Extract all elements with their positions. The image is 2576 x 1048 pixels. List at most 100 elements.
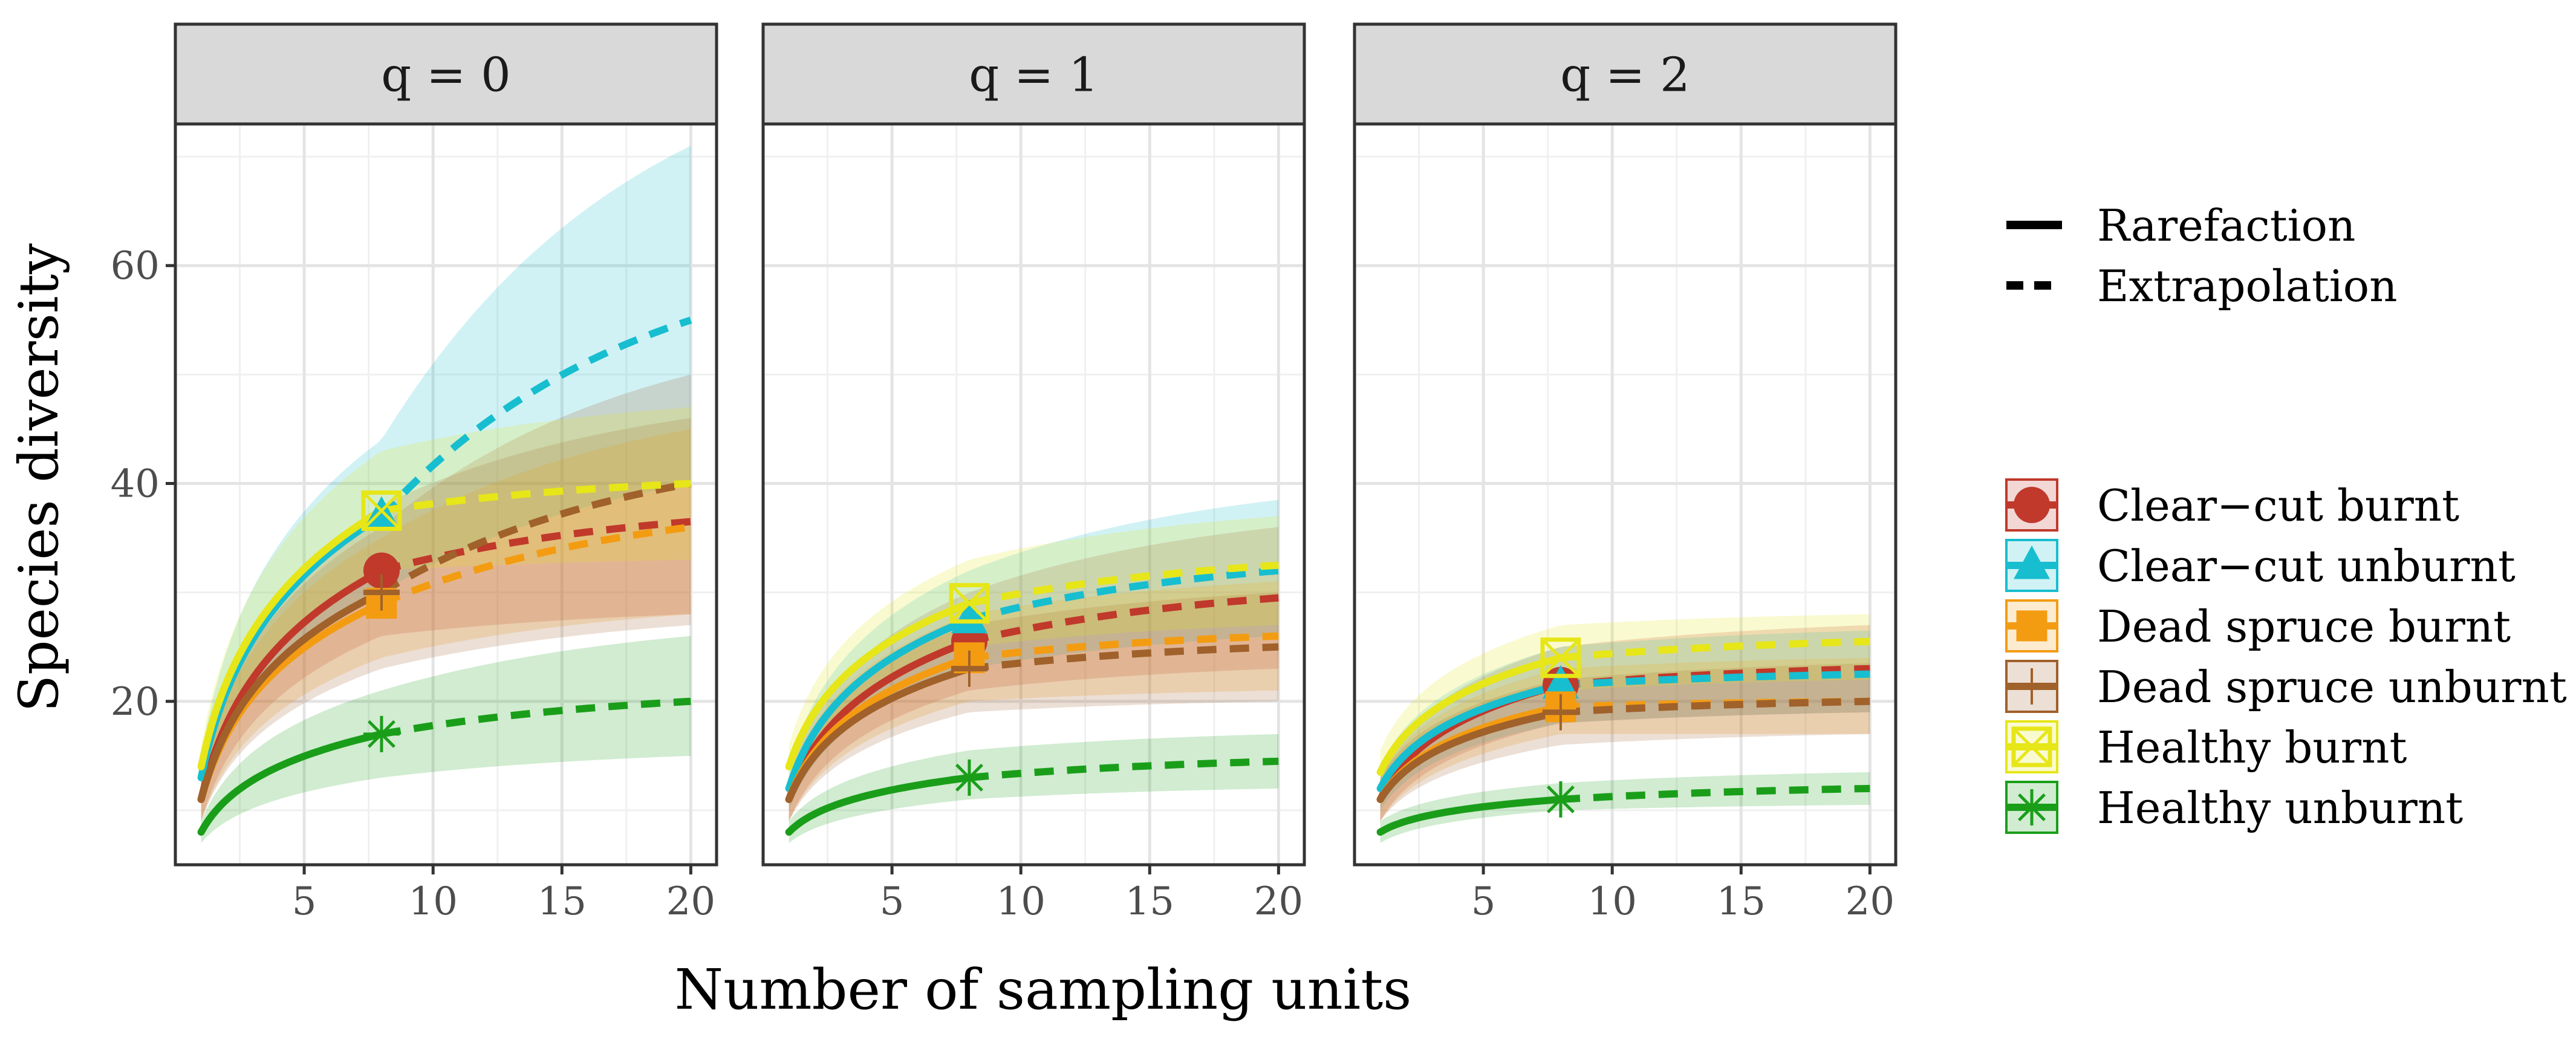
extrapolation-line bbox=[379, 480, 692, 596]
group-legend-item-dead-spruce-burnt: Dead spruce burnt bbox=[2005, 599, 2511, 653]
series-healthy-burnt bbox=[197, 480, 691, 770]
x-axis: 5 10 15 20 bbox=[292, 865, 715, 924]
panels-layer: q = 0 5 10 15 20 20 40 60 q = 1 5 10 15 20 q = 2 5 10 15… bbox=[111, 22, 1898, 924]
x-tick-label: 10 bbox=[408, 879, 457, 924]
panel-strip-label: q = 0 bbox=[381, 48, 511, 103]
linetype-legend-item-rarefaction: Rarefaction bbox=[2006, 200, 2355, 251]
box-x-marker-2 bbox=[950, 584, 989, 623]
confidence-band-healthy-unburnt bbox=[201, 636, 691, 843]
group-legend-label: Clear−cut burnt bbox=[2097, 480, 2459, 531]
extrapolation-line bbox=[1560, 697, 1870, 711]
y-tick-label: 60 bbox=[111, 244, 160, 288]
group-legend-label: Dead spruce burnt bbox=[2097, 601, 2511, 652]
extrapolation-line bbox=[379, 316, 692, 519]
triangle-marker bbox=[951, 599, 987, 634]
extrapolation-line bbox=[1560, 784, 1870, 803]
rarefaction-line bbox=[1376, 681, 1564, 792]
group-legend-item-healthy-burnt: Healthy burnt bbox=[2005, 720, 2407, 773]
panel-border bbox=[1353, 122, 1898, 867]
observed-point-healthy-burnt bbox=[1540, 637, 1581, 679]
panel-q-2: q = 2 5 10 15 20 bbox=[1353, 22, 1898, 924]
rarefaction-line bbox=[1376, 708, 1564, 803]
x-axis: 5 10 15 20 bbox=[1471, 865, 1895, 924]
extrapolation-line bbox=[1560, 637, 1870, 662]
x-tick-label: 15 bbox=[538, 879, 587, 924]
extrapolation-line bbox=[969, 757, 1279, 781]
series-healthy-unburnt bbox=[785, 757, 1279, 836]
observed-point-clear-cut-burnt bbox=[363, 552, 400, 589]
asterisk-marker-stroke bbox=[1546, 785, 1575, 813]
triangle-marker bbox=[1542, 665, 1579, 699]
observed-point-healthy-burnt bbox=[949, 583, 990, 624]
rarefaction-line bbox=[785, 616, 973, 792]
rarefaction-line bbox=[785, 637, 973, 803]
x-tick-label: 5 bbox=[880, 879, 905, 924]
circle-marker bbox=[2014, 487, 2050, 523]
panel-q-1: q = 1 5 10 15 20 bbox=[761, 22, 1306, 924]
box-x-marker-2 bbox=[362, 491, 401, 530]
panel-strip bbox=[1353, 22, 1898, 126]
rarefaction-line bbox=[785, 665, 973, 803]
rarefaction-line bbox=[197, 730, 385, 836]
confidence-band-healthy-burnt bbox=[789, 516, 1279, 789]
x-tick-label: 20 bbox=[1846, 879, 1895, 924]
x-axis-title: Number of sampling units bbox=[675, 957, 1412, 1022]
observed-point-clear-cut-unburnt bbox=[1542, 665, 1579, 699]
confidence-band-healthy-burnt bbox=[201, 407, 691, 789]
panel-data bbox=[197, 146, 692, 843]
confidence-band-healthy-unburnt bbox=[1380, 772, 1870, 843]
panel-data bbox=[785, 500, 1279, 843]
x-axis: 5 10 15 20 bbox=[880, 865, 1303, 924]
extrapolation-line bbox=[968, 567, 1279, 623]
confidence-band-dead-spruce-unburnt bbox=[201, 374, 691, 821]
extrapolation-line bbox=[969, 643, 1279, 672]
confidence-band-clear-cut-burnt bbox=[789, 527, 1279, 821]
group-legend-label: Healthy unburnt bbox=[2097, 783, 2463, 833]
rarefaction-line bbox=[197, 588, 385, 803]
series-healthy-unburnt bbox=[197, 697, 691, 836]
group-legend-item-healthy-unburnt: Healthy unburnt bbox=[2005, 781, 2463, 834]
box-x-marker-2 bbox=[2012, 727, 2051, 766]
observed-point-healthy-burnt bbox=[361, 490, 402, 532]
extrapolation-line bbox=[380, 523, 692, 607]
panel-border bbox=[761, 122, 1306, 867]
y-tick-label: 20 bbox=[111, 680, 160, 724]
linetype-legend-label: Extrapolation bbox=[2097, 261, 2398, 311]
group-legend-label: Dead spruce unburnt bbox=[2097, 662, 2567, 712]
panel-q-0: q = 0 5 10 15 20 20 40 60 bbox=[111, 22, 718, 924]
confidence-band-dead-spruce-burnt bbox=[789, 581, 1279, 821]
series-clear-cut-unburnt bbox=[1376, 670, 1870, 792]
panel-border bbox=[174, 122, 718, 867]
extrapolation-line bbox=[1560, 697, 1870, 716]
series-clear-cut-unburnt bbox=[785, 567, 1279, 792]
extrapolation-line bbox=[1560, 670, 1870, 689]
observed-point-healthy-unburnt bbox=[1542, 781, 1579, 818]
confidence-band-clear-cut-burnt bbox=[201, 418, 691, 821]
observed-point-healthy-unburnt bbox=[951, 759, 987, 796]
y-tick-label: 40 bbox=[111, 461, 160, 506]
x-tick-label: 15 bbox=[1717, 879, 1766, 924]
rarefaction-line bbox=[785, 599, 973, 770]
linetype-legend-item-extrapolation: Extrapolation bbox=[2006, 261, 2398, 311]
observed-point-dead-spruce-unburnt bbox=[951, 650, 987, 687]
legend: Rarefaction Extrapolation Clear−cut burnt C… bbox=[2005, 200, 2567, 834]
extrapolation-line bbox=[969, 632, 1279, 662]
confidence-band-healthy-burnt bbox=[1380, 614, 1870, 794]
series-clear-cut-burnt bbox=[785, 594, 1279, 803]
series-clear-cut-burnt bbox=[197, 518, 691, 803]
x-tick-label: 20 bbox=[1254, 879, 1303, 924]
square-marker bbox=[2016, 610, 2047, 642]
series-dead-spruce-unburnt bbox=[785, 643, 1279, 803]
box-marker bbox=[361, 490, 402, 532]
rarefaction-line bbox=[1376, 795, 1564, 836]
extrapolation-line bbox=[381, 480, 691, 515]
box-marker bbox=[1540, 637, 1581, 679]
box-marker bbox=[949, 583, 990, 624]
gridlines bbox=[763, 124, 1304, 865]
rarefaction-line bbox=[197, 507, 385, 770]
asterisk-marker-stroke bbox=[955, 763, 983, 792]
group-legend-label: Clear−cut unburnt bbox=[2097, 541, 2516, 591]
group-legend-item-dead-spruce-unburnt: Dead spruce unburnt bbox=[2005, 660, 2567, 713]
linetype-legend-label: Rarefaction bbox=[2097, 200, 2355, 251]
